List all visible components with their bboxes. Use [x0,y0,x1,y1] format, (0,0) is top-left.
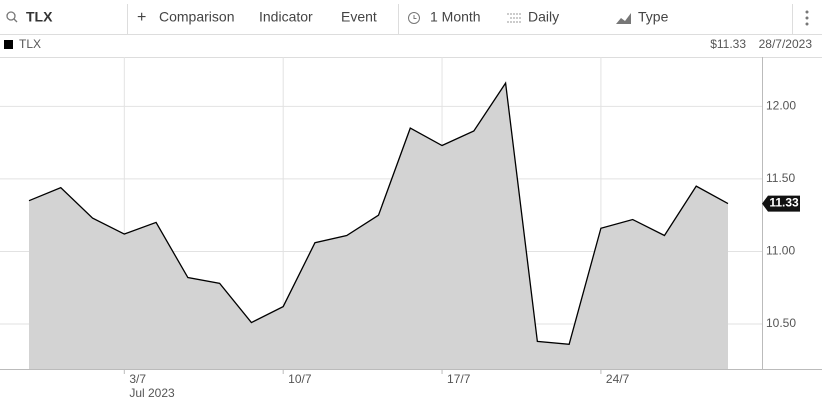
price-line [28,81,729,346]
last-value-label: 11.33 [769,196,799,210]
last-value-tag [762,195,800,212]
legend-label: TLX [19,37,41,51]
indicator-button[interactable]: Indicator [259,9,313,25]
plus-icon[interactable]: + [137,9,146,26]
x-tick-label: 3/7 [129,372,146,386]
event-button[interactable]: Event [341,9,377,25]
y-tick-label: 11.00 [766,244,795,258]
y-tick-label: 12.00 [766,99,796,113]
clock-hand [413,15,417,19]
type-button[interactable]: Type [638,9,669,25]
interval-icon [507,13,521,23]
menu-button[interactable] [805,10,809,26]
x-sublabel: Jul 2023 [129,386,175,400]
legend-swatch [4,40,13,49]
area-fill [29,83,728,369]
x-tick-label: 17/7 [447,372,471,386]
last-price: $11.33 [710,37,746,51]
x-tick-label: 24/7 [606,372,630,386]
period-button[interactable]: 1 Month [430,9,481,25]
interval-button[interactable]: Daily [528,9,559,25]
x-tick-label: 10/7 [288,372,312,386]
last-date: 28/7/2023 [759,37,813,51]
comparison-button[interactable]: Comparison [159,9,234,25]
y-tick-label: 11.50 [766,171,795,185]
type-icon [616,13,631,24]
search[interactable]: TLX [6,9,53,25]
search-text[interactable]: TLX [26,9,53,25]
y-tick-label: 10.50 [766,316,796,330]
clock-icon [408,12,420,24]
